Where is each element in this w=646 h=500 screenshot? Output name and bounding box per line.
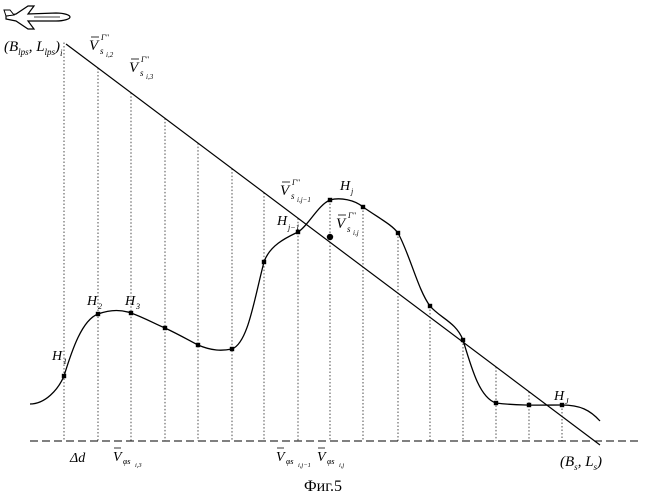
svg-text:j: j bbox=[350, 187, 354, 196]
svg-text:s: s bbox=[100, 46, 104, 56]
profile-marker-14 bbox=[494, 401, 498, 405]
profile-marker-12 bbox=[428, 304, 432, 308]
svg-text:H: H bbox=[86, 294, 98, 309]
svg-text:V: V bbox=[129, 60, 140, 76]
terrain-profile-curve bbox=[30, 199, 600, 421]
svg-text:φs: φs bbox=[123, 457, 131, 466]
svg-text:i,j: i,j bbox=[339, 462, 344, 469]
svg-text:3: 3 bbox=[135, 302, 140, 311]
start-point-label: (Blps, Llps)i bbox=[4, 39, 63, 58]
profile-marker-5 bbox=[196, 343, 200, 347]
height-label-h1: H 1 bbox=[51, 349, 67, 366]
svg-text:i,3: i,3 bbox=[135, 462, 142, 469]
svg-text:φs: φs bbox=[286, 457, 294, 466]
height-label-hj: H j bbox=[339, 179, 354, 196]
svg-text:V: V bbox=[317, 450, 327, 465]
profile-marker-4 bbox=[163, 326, 167, 330]
profile-marker-2 bbox=[96, 312, 100, 316]
svg-text:Γ": Γ" bbox=[140, 55, 150, 64]
svg-text:H: H bbox=[553, 389, 565, 404]
svg-text:i,3: i,3 bbox=[146, 73, 154, 81]
svg-text:s: s bbox=[140, 68, 144, 78]
svg-text:i,j−1: i,j−1 bbox=[297, 196, 311, 204]
svg-text:H: H bbox=[276, 214, 288, 229]
svg-text:i,2: i,2 bbox=[106, 51, 114, 59]
svg-text:V: V bbox=[280, 183, 291, 199]
svg-text:H: H bbox=[51, 349, 63, 364]
svg-text:s: s bbox=[291, 191, 295, 201]
svg-text:1: 1 bbox=[63, 357, 67, 366]
svg-text:Γ": Γ" bbox=[100, 33, 110, 42]
end-point-label: (Bs, Ls) bbox=[560, 454, 602, 472]
svg-text:2: 2 bbox=[98, 302, 102, 311]
svg-text:J: J bbox=[565, 397, 569, 406]
svg-text:Γ": Γ" bbox=[291, 178, 301, 187]
svg-text:i,j: i,j bbox=[353, 229, 359, 237]
vphi-label-ij1: V φs i,j−1 bbox=[276, 448, 311, 469]
svg-text:H: H bbox=[339, 179, 351, 194]
height-label-h3: H 3 bbox=[124, 294, 140, 311]
svg-text:V: V bbox=[276, 450, 286, 465]
height-label-hJ: H J bbox=[553, 389, 569, 406]
delta-d-label: Δd bbox=[69, 451, 86, 466]
velocity-label-ij1: V Γ" s i,j−1 bbox=[280, 178, 311, 204]
vphi-label-i3: V φs i,3 bbox=[113, 448, 142, 469]
profile-marker-3 bbox=[129, 311, 133, 315]
svg-text:V: V bbox=[336, 216, 347, 232]
vphi-label-ij: V φs i,j bbox=[317, 448, 344, 469]
velocity-label-ij: V Γ" s i,j bbox=[336, 211, 359, 237]
svg-text:s: s bbox=[347, 224, 351, 234]
svg-text:V: V bbox=[89, 38, 100, 54]
profile-marker-1 bbox=[62, 374, 66, 378]
figure-caption: Фиг.5 bbox=[304, 478, 342, 495]
svg-text:j−1: j−1 bbox=[287, 223, 300, 232]
velocity-label-i3: V Γ" s i,3 bbox=[129, 55, 154, 81]
sight-line bbox=[66, 44, 600, 445]
profile-marker-6 bbox=[230, 347, 234, 351]
svg-text:φs: φs bbox=[327, 457, 335, 466]
airplane-icon bbox=[4, 6, 70, 29]
profile-marker-10 bbox=[361, 205, 365, 209]
svg-text:H: H bbox=[124, 294, 136, 309]
velocity-label-i2: V Γ" s i,2 bbox=[89, 33, 114, 59]
profile-marker-15 bbox=[527, 403, 531, 407]
svg-text:V: V bbox=[113, 450, 123, 465]
height-label-h2: H 2 bbox=[86, 294, 102, 311]
profile-marker-11 bbox=[396, 231, 400, 235]
profile-marker-13 bbox=[461, 338, 465, 342]
profile-marker-7 bbox=[262, 260, 266, 264]
svg-text:Γ": Γ" bbox=[347, 211, 357, 220]
intersection-point bbox=[327, 234, 333, 240]
sample-verticals bbox=[64, 42, 562, 441]
profile-marker-9 bbox=[328, 198, 332, 202]
svg-text:i,j−1: i,j−1 bbox=[298, 462, 311, 469]
